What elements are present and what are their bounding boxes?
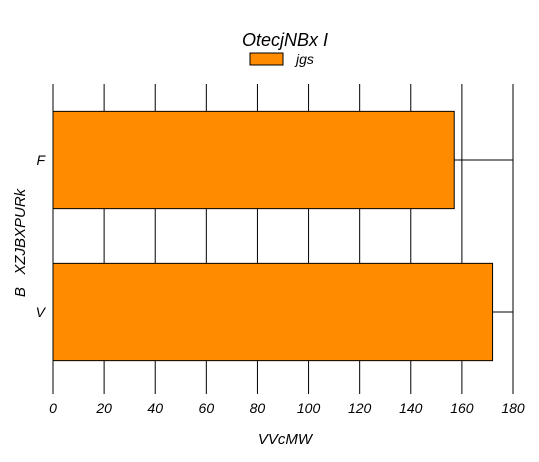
y-axis-label: B XZJBXPURk (12, 187, 29, 297)
legend: jgs (249, 51, 314, 67)
x-tick-label: 80 (250, 400, 266, 416)
bar-V (52, 262, 494, 362)
legend-label: jgs (294, 51, 314, 67)
error-bars (454, 159, 513, 313)
x-tick-label: 0 (49, 400, 57, 416)
x-axis-label: VVcMW (258, 431, 314, 448)
x-tick-label: 40 (147, 400, 163, 416)
x-tick-label: 160 (450, 400, 474, 416)
y-tick-label: V (36, 304, 47, 320)
chart-title: OtecjNBx I (242, 30, 328, 50)
y-tick-labels: FV (36, 152, 47, 320)
bars (52, 110, 494, 362)
bar-F (52, 110, 455, 210)
x-tick-label: 180 (501, 400, 525, 416)
x-tick-label: 140 (399, 400, 423, 416)
x-tick-label: 20 (95, 400, 112, 416)
x-tick-label: 120 (348, 400, 372, 416)
x-tick-label: 60 (199, 400, 215, 416)
x-tick-labels: 0 20 40 60 80 100 120 140 160 180 (49, 400, 525, 416)
x-tick-label: 100 (297, 400, 321, 416)
legend-swatch (249, 52, 284, 66)
y-tick-label: F (36, 152, 46, 168)
